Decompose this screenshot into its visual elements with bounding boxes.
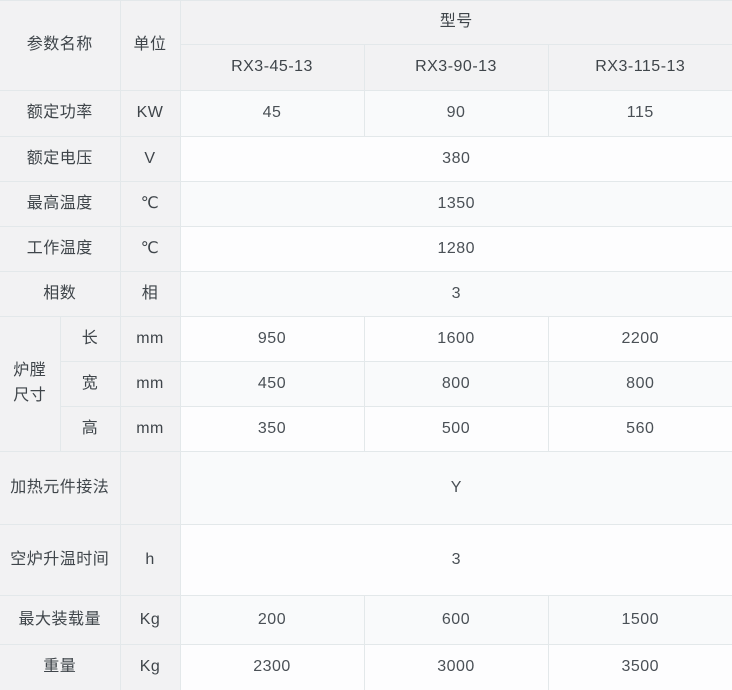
row-label: 最大装载量 <box>0 595 121 645</box>
value-cell: 800 <box>363 361 549 407</box>
row-unit: mm <box>119 316 181 362</box>
value-cell-span: 3 <box>179 271 732 317</box>
chamber-size-group-label: 炉膛尺寸 <box>0 316 61 452</box>
value-cell-span: 380 <box>179 136 732 182</box>
value-cell: 2300 <box>179 644 365 690</box>
table-row-chamber-height: 高 mm 350 500 560 <box>0 406 732 452</box>
table-row-rated-power: 额定功率 KW 45 90 115 <box>0 90 732 137</box>
row-unit: ℃ <box>119 181 181 227</box>
row-unit: Kg <box>119 595 181 645</box>
value-cell-span: Y <box>179 451 732 525</box>
table-row-element-connection: 加热元件接法 Y <box>0 451 732 525</box>
row-unit: 相 <box>119 271 181 317</box>
value-cell: 1600 <box>363 316 549 362</box>
table-row-phases: 相数 相 3 <box>0 271 732 317</box>
value-cell: 950 <box>179 316 365 362</box>
value-cell: 45 <box>179 90 365 137</box>
value-cell: 115 <box>547 90 732 137</box>
value-cell: 800 <box>547 361 732 407</box>
value-cell-span: 1350 <box>179 181 732 227</box>
value-cell: 200 <box>179 595 365 645</box>
value-cell: 560 <box>547 406 732 452</box>
unit-header: 单位 <box>119 0 181 91</box>
row-unit: KW <box>119 90 181 137</box>
row-sublabel: 长 <box>59 316 121 362</box>
row-label: 额定功率 <box>0 90 121 137</box>
row-sublabel: 宽 <box>60 361 121 407</box>
value-cell: 350 <box>179 406 365 452</box>
row-label: 额定电压 <box>0 136 121 182</box>
row-label: 最高温度 <box>0 181 121 227</box>
model-name-2: RX3-90-13 <box>363 44 549 91</box>
value-cell: 90 <box>363 90 549 137</box>
table-row-working-temp: 工作温度 ℃ 1280 <box>0 226 732 272</box>
table-row-heatup-time: 空炉升温时间 h 3 <box>0 524 732 596</box>
table-row-max-temp: 最高温度 ℃ 1350 <box>0 181 732 227</box>
value-cell: 450 <box>179 361 365 407</box>
row-unit: mm <box>119 406 181 452</box>
table-row-chamber-length: 炉膛尺寸 长 mm 950 1600 2200 <box>0 316 732 452</box>
value-cell: 3000 <box>363 644 549 690</box>
table-row-weight: 重量 Kg 2300 3000 3500 <box>0 644 732 690</box>
value-cell: 1500 <box>547 595 732 645</box>
value-cell: 600 <box>363 595 549 645</box>
value-cell: 500 <box>363 406 549 452</box>
value-cell: 3500 <box>547 644 732 690</box>
row-label: 加热元件接法 <box>0 451 121 525</box>
model-name-1: RX3-45-13 <box>180 44 365 91</box>
model-header: 型号 <box>179 0 732 45</box>
table-row-rated-voltage: 额定电压 V 380 <box>0 136 732 182</box>
table-row-chamber-width: 宽 mm 450 800 800 <box>0 361 732 407</box>
header-row: 参数名称 单位 型号 <box>0 0 732 91</box>
row-label: 相数 <box>0 271 121 317</box>
row-sublabel: 高 <box>60 406 121 452</box>
row-unit: ℃ <box>119 226 181 272</box>
row-unit: h <box>119 524 181 596</box>
row-label: 空炉升温时间 <box>0 524 121 596</box>
value-cell-span: 3 <box>179 524 732 596</box>
row-label: 重量 <box>0 644 121 690</box>
row-unit: Kg <box>119 644 181 690</box>
param-name-header: 参数名称 <box>0 0 121 91</box>
row-unit: V <box>119 136 181 182</box>
value-cell: 2200 <box>547 316 732 362</box>
row-unit <box>119 451 181 525</box>
row-label: 工作温度 <box>0 226 121 272</box>
table-row-max-load: 最大装载量 Kg 200 600 1500 <box>0 595 732 645</box>
value-cell-span: 1280 <box>179 226 732 272</box>
model-name-3: RX3-115-13 <box>547 44 732 91</box>
row-unit: mm <box>119 361 181 407</box>
